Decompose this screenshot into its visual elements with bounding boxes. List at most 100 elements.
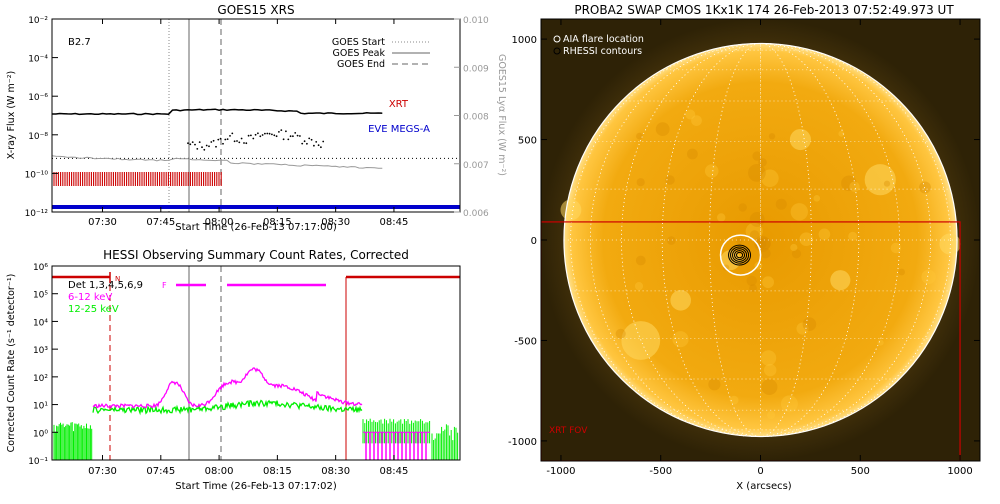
active-region [561, 199, 582, 220]
goes-y2tick-label: 0.009 [463, 64, 489, 74]
goes-xtick-label: 07:45 [146, 217, 175, 228]
goes-short-point [297, 135, 299, 137]
disk-texture [781, 395, 798, 412]
goes-short-point [287, 139, 289, 141]
disk-texture [636, 133, 643, 140]
legend-goes-peak: GOES Peak [333, 48, 386, 59]
disk-texture [739, 203, 747, 211]
goes-y2label: GOES15 Lyα Flux (W m⁻²) [496, 54, 507, 176]
active-region [830, 270, 850, 290]
disk-texture [769, 133, 775, 139]
disk-texture [848, 232, 857, 241]
legend-goes-end: GOES End [337, 59, 385, 70]
disk-texture [656, 122, 670, 136]
disk-texture [705, 164, 719, 178]
goes-short-point [315, 141, 317, 143]
disk-texture [748, 164, 766, 182]
goes-legend: GOES Start GOES Peak GOES End [332, 37, 430, 70]
hessi-xtick-label: 08:45 [380, 466, 409, 477]
legend-goes-start: GOES Start [332, 37, 385, 48]
hessi-xtick-label: 07:45 [146, 466, 175, 477]
goes-short-point [201, 146, 203, 148]
hessi-title: HESSI Observing Summary Count Rates, Cor… [103, 248, 409, 262]
goes-short-point [199, 141, 201, 143]
hessi-noise-segments [54, 419, 458, 460]
goes-short-point [304, 140, 306, 142]
goes-short-point [215, 146, 217, 148]
disk-texture [667, 236, 676, 245]
goes-short-point [280, 129, 282, 131]
hessi-flag-n: N [115, 275, 120, 283]
xrt-series-label: XRT [389, 99, 409, 110]
swap-ytick-label: 0 [531, 236, 537, 247]
disk-texture [761, 379, 777, 395]
swap-image [541, 19, 980, 461]
goes-plot-area [52, 19, 460, 212]
active-region [621, 321, 660, 360]
goes-short-point [187, 142, 189, 144]
goes-short-point [245, 142, 247, 144]
goes-y2tick-label: 0.008 [463, 113, 489, 123]
disk-texture [717, 213, 725, 221]
goes-short-point [229, 135, 231, 137]
goes-short-point [278, 131, 280, 133]
disk-texture [708, 378, 720, 390]
disk-texture [776, 199, 787, 210]
hessi-ytick-label: 10² [33, 374, 48, 384]
hessi-ytick-label: 10⁵ [33, 291, 48, 301]
goes-ylabel: X-ray Flux (W m⁻²) [6, 71, 17, 160]
goes-short-point [266, 133, 268, 135]
swap-xtick-label: -1000 [546, 466, 575, 477]
goes-ytick-label: 10⁻⁴ [28, 55, 48, 65]
disk-texture [691, 115, 702, 126]
swap-ytick-label: 500 [518, 136, 537, 147]
goes-short-point [292, 135, 294, 137]
disk-texture [849, 182, 859, 192]
hessi-legend-12-25: 12-25 keV [68, 304, 119, 315]
hessi-detectors-label: Det 1,3,4,5,6,9 [68, 280, 143, 291]
goes-ytick-label: 10⁻¹² [25, 209, 49, 219]
goes-y2tick-label: 0.007 [463, 161, 489, 171]
goes-short-point [234, 140, 236, 142]
goes-panel: GOES15 XRS B2.7 GOES Start GOES Peak GOE… [6, 3, 507, 233]
disk-texture [791, 203, 808, 220]
goes-short-point [231, 133, 233, 135]
swap-panel: PROBA2 SWAP CMOS 1Kx1K 174 26-Feb-2013 0… [508, 3, 980, 492]
disk-texture [767, 411, 775, 419]
goes-short-point [257, 132, 259, 134]
disk-texture [672, 331, 688, 347]
goes-y2tick-label: 0.010 [463, 16, 489, 26]
disk-texture [898, 269, 905, 276]
goes-short-point [276, 135, 278, 137]
goes-short-point [194, 144, 196, 146]
goes-short-point [222, 143, 224, 145]
xrt-fov-label: XRT FOV [549, 426, 588, 436]
goes-ytick-label: 10⁻¹⁰ [25, 170, 49, 180]
hessi-ytick-label: 10⁴ [33, 318, 48, 328]
goes-short-point [322, 141, 324, 143]
goes-lya-flux [52, 156, 382, 168]
goes-xtick-label: 07:30 [88, 217, 117, 228]
goes-short-point [210, 141, 212, 143]
swap-xtick-label: -500 [649, 466, 672, 477]
goes-short-point [262, 134, 264, 136]
goes-short-point [255, 134, 257, 136]
goes-title: GOES15 XRS [217, 3, 294, 17]
hessi-xlabel: Start Time (26-Feb-13 07:17:02) [175, 481, 337, 492]
disk-texture [637, 178, 645, 186]
goes-short-point [252, 138, 254, 140]
active-region [790, 129, 811, 150]
goes-short-point [306, 143, 308, 145]
goes-short-point [259, 135, 261, 137]
hessi-plot-area [52, 266, 460, 460]
goes-short-point [301, 143, 303, 145]
goes-short-point [271, 134, 273, 136]
hessi-legend-6-12: 6-12 keV [68, 292, 112, 303]
goes-short-point [299, 135, 301, 137]
swap-xtick-label: 500 [851, 466, 870, 477]
goes-short-point [250, 135, 252, 137]
goes-short-point [294, 132, 296, 134]
